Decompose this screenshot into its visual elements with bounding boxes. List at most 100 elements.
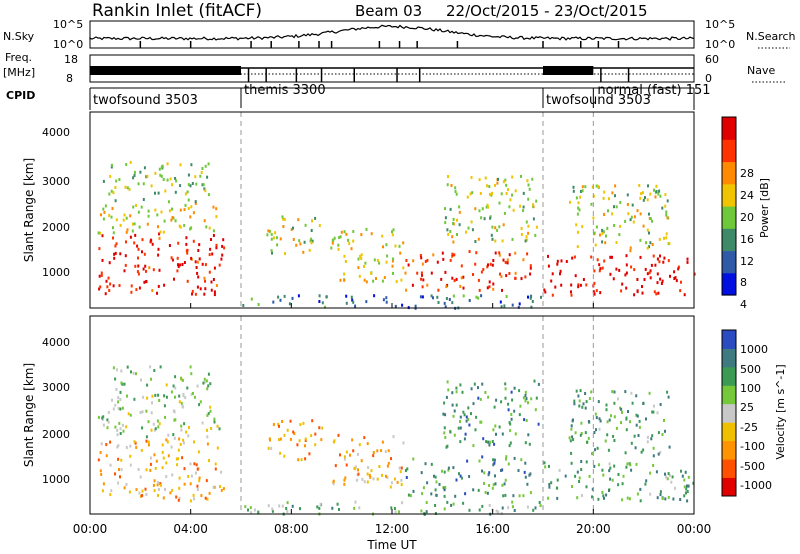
- heat-cell: [507, 188, 509, 192]
- heat-cell: [604, 439, 607, 443]
- heat-cell: [524, 394, 527, 397]
- heat-cell: [200, 171, 203, 174]
- heat-cell: [622, 474, 625, 478]
- heat-cell: [161, 443, 164, 447]
- heat-cell: [394, 304, 397, 308]
- heat-cell: [206, 387, 209, 391]
- heat-cell: [434, 488, 437, 492]
- heat-cell: [133, 174, 136, 177]
- heat-cell: [607, 209, 609, 213]
- heat-cell: [580, 421, 583, 425]
- heat-cell: [430, 462, 433, 466]
- heat-cell: [503, 211, 506, 215]
- heat-cell: [206, 442, 209, 446]
- heat-cell: [608, 418, 611, 422]
- heat-cell: [656, 411, 659, 415]
- heat-cell: [661, 279, 664, 283]
- heat-cell: [580, 468, 583, 471]
- heat-cell: [611, 478, 614, 482]
- heat-cell: [102, 179, 105, 183]
- heat-cell: [352, 300, 355, 304]
- heat-cell: [486, 491, 489, 495]
- heat-cell: [171, 216, 174, 219]
- heat-cell: [500, 469, 502, 472]
- heat-cell: [216, 446, 219, 450]
- heat-cell: [332, 482, 335, 486]
- heat-cell: [502, 180, 505, 184]
- heat-cell: [514, 276, 517, 280]
- heat-cell: [178, 486, 181, 490]
- heat-cell: [267, 446, 270, 450]
- heat-cell: [666, 390, 669, 394]
- heat-cell: [649, 269, 652, 273]
- heat-cell: [143, 280, 146, 284]
- heat-cell: [363, 480, 366, 484]
- heat-cell: [659, 450, 662, 454]
- heat-cell: [125, 230, 128, 234]
- heat-cell: [203, 187, 206, 191]
- heat-cell: [119, 432, 122, 435]
- heat-cell: [283, 433, 286, 437]
- heat-cell: [619, 201, 622, 204]
- heat-cell: [135, 488, 138, 492]
- heat-cell: [499, 300, 502, 304]
- heat-cell: [118, 468, 120, 471]
- heat-cell: [372, 451, 375, 454]
- heat-cell: [163, 394, 166, 398]
- heat-cell: [189, 462, 192, 466]
- heat-cell: [181, 456, 184, 460]
- heat-cell: [672, 497, 675, 501]
- heat-cell: [509, 429, 512, 433]
- heat-cell: [445, 285, 448, 289]
- heat-cell: [595, 184, 598, 188]
- heat-cell: [129, 235, 132, 239]
- heat-cell: [522, 258, 525, 262]
- heat-cell: [651, 219, 653, 223]
- heat-cell: [572, 185, 575, 189]
- heat-cell: [665, 236, 668, 240]
- heat-cell: [554, 285, 557, 289]
- heat-cell: [174, 177, 177, 180]
- nsearch-tick-bottom: 10^0: [705, 38, 735, 51]
- heat-cell: [648, 212, 650, 216]
- heat-cell: [590, 390, 593, 394]
- heat-cell: [100, 213, 102, 217]
- heat-cell: [331, 506, 334, 510]
- heat-cell: [604, 241, 607, 245]
- heat-cell: [114, 472, 116, 476]
- heat-cell: [468, 508, 471, 512]
- heat-cell: [478, 178, 481, 182]
- heat-cell: [114, 425, 117, 429]
- heat-cell: [334, 464, 337, 468]
- heat-cell: [524, 399, 527, 403]
- heat-cell: [559, 272, 561, 276]
- heat-cell: [206, 428, 208, 432]
- heat-cell: [165, 475, 168, 479]
- heat-cell: [644, 482, 647, 486]
- heat-cell: [183, 422, 186, 426]
- heat-cell: [588, 397, 591, 400]
- heat-cell: [202, 381, 205, 385]
- heat-cell: [525, 238, 528, 242]
- heat-cell: [446, 228, 449, 232]
- heat-cell: [603, 190, 606, 194]
- heat-cell: [602, 196, 605, 200]
- heat-cell: [321, 301, 324, 305]
- heat-cell: [442, 412, 445, 416]
- heat-cell: [343, 482, 346, 486]
- heat-cell: [269, 438, 271, 442]
- heat-cell: [289, 419, 292, 423]
- heat-cell: [524, 390, 527, 394]
- heat-cell: [605, 403, 608, 407]
- heat-cell: [220, 488, 223, 492]
- cpid-label-twofsound: twofsound 3503: [93, 93, 198, 108]
- heat-cell: [135, 445, 138, 449]
- heat-cell: [163, 219, 166, 223]
- heat-cell: [129, 463, 132, 467]
- heat-cell: [666, 199, 669, 203]
- heat-cell: [174, 219, 177, 223]
- heat-cell: [621, 498, 624, 502]
- heat-cell: [595, 289, 598, 293]
- heat-cell: [504, 396, 507, 400]
- heat-cell: [506, 258, 509, 262]
